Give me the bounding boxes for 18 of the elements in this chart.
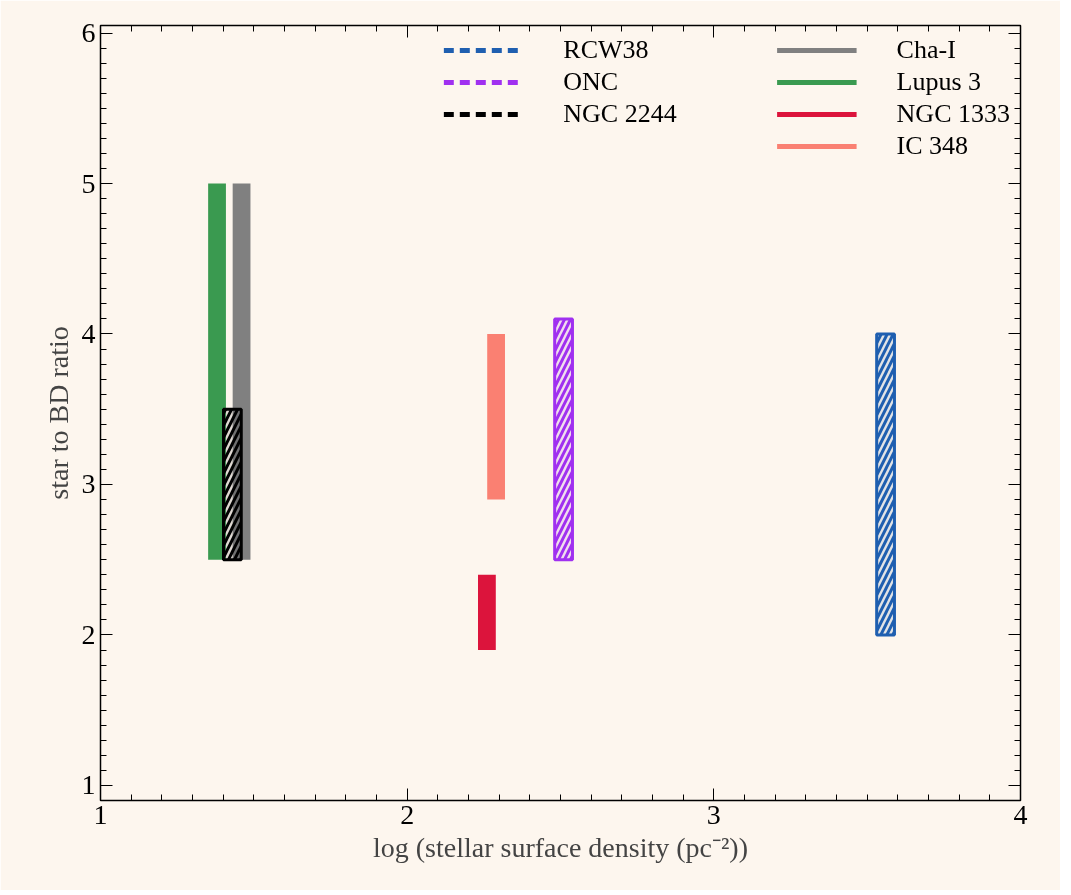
x-tick-label: 4 xyxy=(1013,798,1028,830)
y-tick-label: 6 xyxy=(81,17,96,49)
y-tick-label: 4 xyxy=(81,318,96,349)
x-axis-title: log (stellar surface density (pc⁻²)) xyxy=(372,831,749,863)
y-tick-label: 2 xyxy=(81,618,96,650)
y-tick-label: 1 xyxy=(81,769,96,801)
legend-label: ONC xyxy=(563,67,619,97)
legend-label: NGC 1333 xyxy=(896,99,1010,129)
legend-label: IC 348 xyxy=(896,131,969,161)
legend-label: NGC 2244 xyxy=(563,99,677,129)
legend-label: Lupus 3 xyxy=(896,67,982,97)
y-axis-title: star to BD ratio xyxy=(42,326,74,500)
x-tick-label: 2 xyxy=(400,798,415,830)
y-tick-label: 5 xyxy=(81,167,96,199)
x-tick-label: 3 xyxy=(706,798,721,830)
legend-label: RCW38 xyxy=(563,35,649,65)
legend-label: Cha-I xyxy=(896,35,956,65)
y-tick-label: 3 xyxy=(81,468,96,500)
